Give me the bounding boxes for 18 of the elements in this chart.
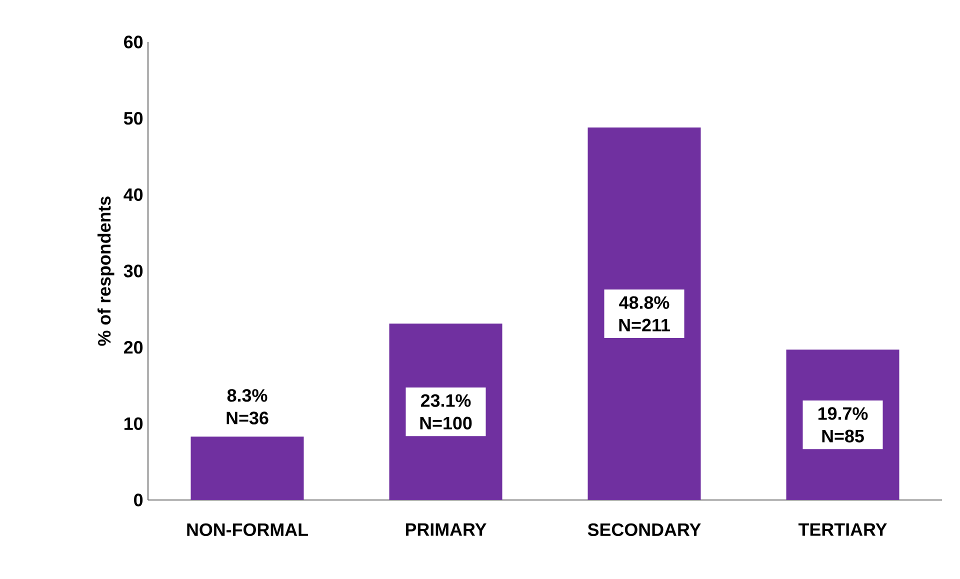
x-tick-label: PRIMARY bbox=[406, 523, 486, 536]
y-tick-label: 0 bbox=[134, 494, 143, 506]
x-tick-label: TERTIARY bbox=[798, 523, 887, 536]
data-label: 8.3% N=36 bbox=[226, 389, 268, 424]
data-label: 23.1% N=100 bbox=[420, 394, 472, 430]
y-tick-label: 20 bbox=[124, 340, 143, 354]
bar bbox=[588, 127, 701, 500]
data-label: 19.7% N=85 bbox=[818, 407, 868, 442]
y-tick-label: 50 bbox=[124, 112, 143, 125]
x-tick-label: NON-FORMAL bbox=[187, 523, 308, 536]
y-axis-title: % of respondents bbox=[98, 196, 114, 346]
y-tick-label: 40 bbox=[124, 188, 143, 201]
x-tick-label: SECONDARY bbox=[588, 523, 701, 536]
y-tick-label: 30 bbox=[124, 264, 143, 278]
bar bbox=[190, 436, 304, 500]
data-label: 48.8% N=211 bbox=[619, 296, 670, 332]
y-tick-label: 10 bbox=[124, 417, 143, 430]
y-tick-label: 60 bbox=[124, 36, 143, 48]
